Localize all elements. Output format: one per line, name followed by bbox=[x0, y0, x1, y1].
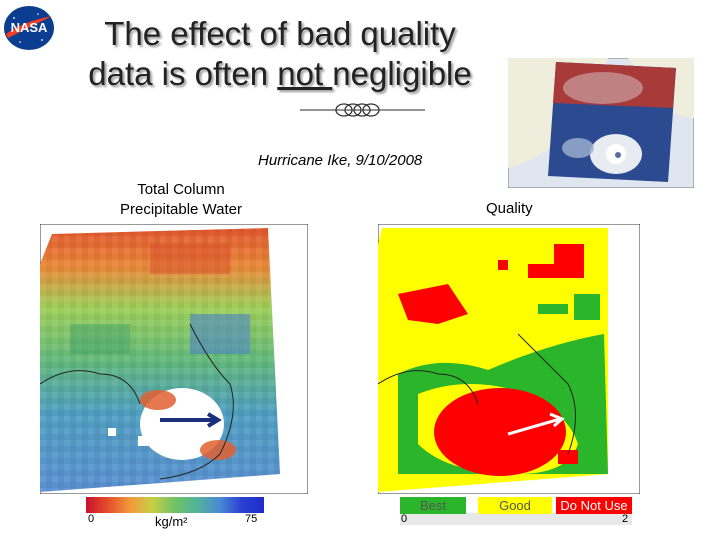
tpw-title: Total Column Precipitable Water bbox=[96, 180, 266, 220]
tpw-title-line-2: Precipitable Water bbox=[120, 201, 242, 218]
quality-legend-good: Good bbox=[478, 497, 552, 514]
slide-title: The effect of bad quality data is often … bbox=[60, 14, 500, 94]
quality-legend-min: 0 bbox=[401, 513, 408, 525]
quality-legend-best: Best bbox=[400, 497, 466, 514]
hurricane-caption: Hurricane Ike, 9/10/2008 bbox=[258, 152, 423, 169]
quality-legend-bad: Do Not Use bbox=[556, 497, 632, 514]
logo-text: NASA bbox=[11, 20, 48, 35]
tpw-colorbar bbox=[86, 497, 264, 513]
quality-legend-max: 2 bbox=[622, 513, 629, 525]
title-line-2: data is often not negligible bbox=[60, 54, 500, 94]
tpw-map bbox=[40, 224, 308, 494]
quality-title: Quality bbox=[486, 200, 533, 217]
title-line-1: The effect of bad quality bbox=[104, 15, 456, 52]
title-line-2-end: negligible bbox=[332, 55, 472, 92]
quality-legend-axis bbox=[400, 513, 632, 525]
tpw-colorbar-unit: kg/m² bbox=[155, 514, 188, 529]
title-emphasis: not bbox=[277, 55, 333, 92]
title-divider bbox=[300, 103, 425, 117]
hurricane-satellite-image bbox=[508, 58, 694, 188]
tpw-title-line-1: Total Column bbox=[137, 181, 225, 198]
nasa-logo: NASA bbox=[4, 6, 54, 50]
tpw-colorbar-max: 75 bbox=[245, 513, 258, 525]
quality-map bbox=[378, 224, 640, 494]
title-line-2-start: data is often bbox=[88, 55, 278, 92]
tpw-colorbar-min: 0 bbox=[88, 513, 95, 525]
